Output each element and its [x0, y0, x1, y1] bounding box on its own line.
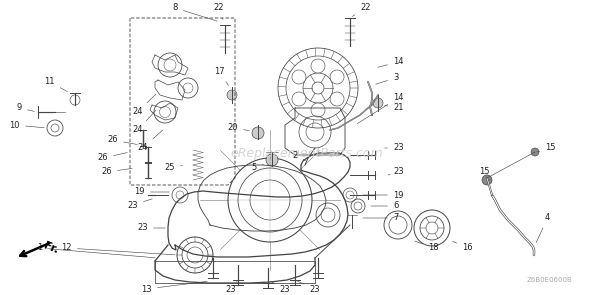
Circle shape: [373, 98, 383, 108]
Text: 19: 19: [135, 188, 169, 196]
Text: 23: 23: [270, 281, 290, 294]
Text: 23: 23: [225, 280, 238, 294]
Circle shape: [311, 59, 325, 73]
Text: 12: 12: [61, 243, 175, 255]
Text: 3: 3: [376, 73, 398, 84]
Text: 23: 23: [297, 281, 320, 294]
Circle shape: [252, 127, 264, 139]
Text: 22: 22: [213, 4, 224, 19]
Text: 26: 26: [97, 153, 127, 163]
Circle shape: [292, 92, 306, 106]
Circle shape: [531, 148, 539, 156]
Circle shape: [311, 103, 325, 117]
Text: 24: 24: [133, 110, 156, 135]
Circle shape: [330, 92, 344, 106]
Text: 5: 5: [252, 163, 264, 173]
Text: 13: 13: [142, 281, 207, 294]
Text: eReplacementParts.com: eReplacementParts.com: [231, 147, 383, 160]
Text: 11: 11: [44, 78, 68, 92]
Text: 18: 18: [415, 241, 438, 253]
Text: 7: 7: [363, 214, 398, 222]
Text: 16: 16: [453, 241, 473, 253]
Text: 8: 8: [173, 4, 217, 21]
Text: 23: 23: [388, 168, 404, 176]
Text: 23: 23: [385, 143, 404, 153]
Text: 2: 2: [293, 150, 306, 161]
Circle shape: [292, 70, 306, 84]
Text: 24: 24: [137, 130, 163, 153]
Circle shape: [482, 175, 492, 185]
Text: 24: 24: [133, 94, 156, 117]
Text: 19: 19: [363, 191, 404, 199]
Text: 25: 25: [165, 163, 182, 173]
Text: Fr.: Fr.: [42, 241, 60, 255]
Text: 23: 23: [127, 199, 152, 209]
Text: Z6B0E0600B: Z6B0E0600B: [526, 277, 572, 283]
Circle shape: [227, 90, 237, 100]
Text: 17: 17: [214, 68, 228, 86]
Text: 1: 1: [37, 243, 155, 258]
Text: 23: 23: [137, 224, 165, 232]
Text: 15: 15: [480, 168, 490, 180]
Text: 26: 26: [107, 135, 137, 145]
Text: 14: 14: [358, 94, 404, 124]
Text: 10: 10: [9, 120, 44, 130]
Text: 4: 4: [536, 214, 550, 242]
Text: 22: 22: [352, 4, 371, 17]
Text: 20: 20: [228, 124, 249, 132]
Circle shape: [266, 154, 278, 166]
Text: 15: 15: [537, 143, 556, 153]
Text: 9: 9: [17, 104, 34, 112]
Text: 26: 26: [101, 168, 132, 176]
Text: 21: 21: [385, 104, 404, 112]
Circle shape: [330, 70, 344, 84]
Text: 6: 6: [371, 201, 398, 211]
Text: 14: 14: [378, 58, 404, 67]
